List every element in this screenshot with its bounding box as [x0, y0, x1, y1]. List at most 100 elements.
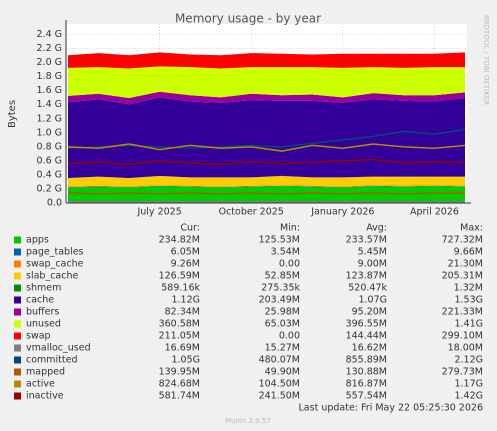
stat-header: Avg: — [366, 223, 387, 234]
legend-stat: 1.32M — [454, 283, 483, 294]
legend-swatch — [14, 392, 21, 400]
legend-swatch — [14, 344, 21, 352]
legend-stat: 9.00M — [358, 259, 387, 270]
legend-stat: 49.90M — [265, 367, 300, 378]
legend-stat: 15.27M — [265, 343, 300, 354]
legend-stat: 130.88M — [346, 367, 387, 378]
y-tick-label: 2.0 G — [37, 57, 63, 68]
legend-stat: 279.73M — [442, 367, 483, 378]
legend-stat: 1.17G — [454, 379, 483, 390]
legend-label: apps — [26, 235, 49, 246]
line — [67, 192, 465, 195]
legend-stat: 299.10M — [442, 331, 483, 342]
legend-stat: 855.89M — [346, 355, 387, 366]
legend-stat: 9.66M — [454, 247, 483, 258]
legend-swatch — [14, 296, 21, 304]
chart-title: Memory usage - by year — [175, 12, 321, 26]
legend-stat: 203.49M — [259, 295, 300, 306]
legend-stat: 3.54M — [271, 247, 300, 258]
legend-stat: 0.00 — [279, 331, 300, 342]
legend-stat: 275.35k — [261, 283, 300, 294]
x-tick-label: April 2026 — [410, 207, 459, 218]
legend-stat: 123.87M — [346, 271, 387, 282]
area — [68, 185, 465, 188]
legend-stat: 21.30M — [448, 259, 483, 270]
legend-label: mapped — [26, 367, 65, 378]
legend-stat: 144.44M — [346, 331, 387, 342]
legend-stat: 520.47k — [348, 283, 387, 294]
legend-stat: 18.00M — [448, 343, 483, 354]
legend-swatch — [14, 236, 21, 244]
legend-stat: 824.68M — [159, 379, 200, 390]
legend-stat: 241.50M — [259, 391, 300, 402]
legend-stat: 1.07G — [358, 295, 387, 306]
legend-label: swap_cache — [26, 259, 84, 270]
legend-stat: 125.53M — [259, 235, 300, 246]
legend-stat: 5.45M — [358, 247, 387, 258]
legend-stat: 234.82M — [159, 235, 200, 246]
stat-header: Min: — [280, 223, 300, 234]
legend-swatch — [14, 260, 21, 268]
legend-swatch — [14, 320, 21, 328]
x-tick-label: October 2025 — [219, 207, 284, 218]
area — [68, 52, 465, 69]
area — [68, 185, 465, 188]
footer: Munin 2.0.57 — [225, 417, 271, 425]
legend-stat: 1.41G — [454, 319, 483, 330]
y-tick-label: 1.0 G — [37, 127, 63, 138]
legend-stat: 25.98M — [265, 307, 300, 318]
y-axis-label: Bytes — [7, 100, 18, 128]
y-tick-label: 0.8 G — [37, 141, 63, 152]
legend-stat: 95.20M — [352, 307, 387, 318]
area — [68, 175, 465, 187]
area — [68, 91, 465, 105]
y-tick-label: 0.2 G — [37, 183, 63, 194]
legend-stat: 139.95M — [159, 367, 200, 378]
legend-swatch — [14, 356, 21, 364]
legend-label: inactive — [26, 391, 64, 402]
line — [67, 158, 466, 166]
stat-header: Cur: — [180, 223, 200, 234]
legend-stat: 1.42G — [454, 391, 483, 402]
legend-stat: 1.12G — [171, 295, 200, 306]
y-tick-label: 1.2 G — [37, 113, 63, 124]
y-tick-label: 0.6 G — [37, 155, 63, 166]
legend-label: committed — [26, 355, 78, 366]
legend-stat: 233.57M — [346, 235, 387, 246]
legend-label: swap — [26, 331, 51, 342]
legend-stat: 360.58M — [159, 319, 200, 330]
legend-stat: 16.62M — [352, 343, 387, 354]
x-tick-label: January 2026 — [310, 207, 374, 218]
legend-stat: 0.00 — [279, 259, 300, 270]
area — [68, 66, 465, 99]
legend-stat: 211.05M — [159, 331, 200, 342]
y-tick-label: 1.8 G — [37, 71, 63, 82]
legend-stat: 104.50M — [259, 379, 300, 390]
legend-stat: 581.74M — [159, 391, 200, 402]
y-tick-label: 0.0 — [47, 198, 62, 209]
legend-swatch — [14, 308, 21, 316]
legend-swatch — [14, 284, 21, 292]
legend-stat: 396.55M — [346, 319, 387, 330]
legend-swatch — [14, 272, 21, 280]
y-tick-label: 2.4 G — [37, 29, 63, 40]
legend-label: unused — [26, 319, 61, 330]
legend-stat: 126.59M — [159, 271, 200, 282]
legend-stat: 1.53G — [454, 295, 483, 306]
legend-stat: 6.05M — [171, 247, 200, 258]
legend-label: buffers — [26, 307, 59, 318]
legend-stat: 816.87M — [346, 379, 387, 390]
legend-swatch — [14, 332, 21, 340]
x-tick-label: July 2025 — [136, 207, 181, 218]
legend-label: active — [26, 379, 55, 390]
legend-label: slab_cache — [26, 271, 78, 282]
legend-stat: 52.85M — [265, 271, 300, 282]
stat-header: Max: — [460, 223, 483, 234]
legend-stat: 221.33M — [442, 307, 483, 318]
area — [68, 97, 465, 179]
legend-stat: 82.34M — [165, 307, 200, 318]
legend-stat: 9.26M — [171, 259, 200, 270]
y-tick-label: 1.6 G — [37, 85, 63, 96]
legend-label: cache — [26, 295, 54, 306]
